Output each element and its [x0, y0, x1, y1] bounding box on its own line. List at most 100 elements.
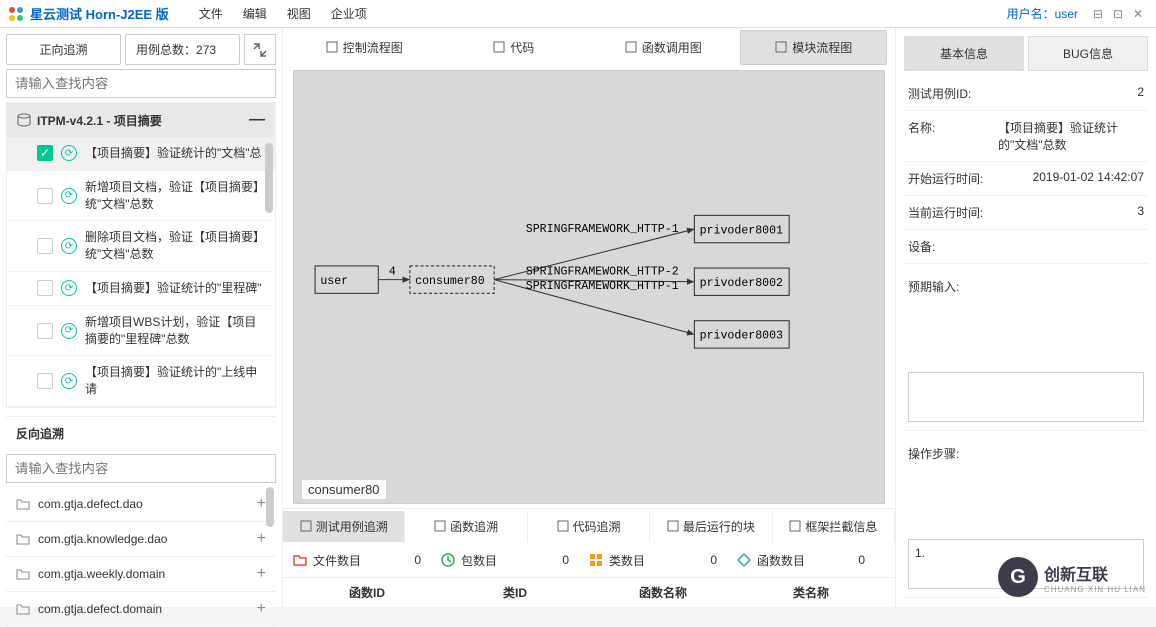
- expand-icon[interactable]: +: [257, 495, 266, 513]
- checkbox[interactable]: [37, 280, 53, 296]
- lower-tab[interactable]: 框架拦截信息: [773, 511, 895, 542]
- module-diagram[interactable]: userconsumer80privoder8001privoder8002pr…: [293, 70, 885, 504]
- menu-item[interactable]: 企业项: [331, 5, 367, 22]
- tab-icon: [667, 520, 679, 532]
- package-label: com.gtja.defect.domain: [38, 602, 162, 616]
- tree-item-label: 新增项目文档，验证【项目摘要】统"文档"总数: [85, 179, 265, 213]
- stat-icon: [293, 553, 307, 567]
- tree-item-label: 删除项目文档，验证【项目摘要】统"文档"总数: [85, 229, 265, 263]
- checkbox[interactable]: [37, 188, 53, 204]
- folder-icon: [16, 533, 30, 545]
- close-icon[interactable]: ✕: [1128, 7, 1148, 21]
- expand-icon[interactable]: +: [257, 530, 266, 548]
- main-menu: 文件 编辑 视图 企业项: [199, 5, 367, 22]
- folder-icon: [16, 498, 30, 510]
- package-item[interactable]: com.gtja.weekly.domain +: [6, 557, 276, 592]
- node-label: consumer80: [415, 275, 485, 288]
- tree-item[interactable]: ⟳ 删除项目文档，验证【项目摘要】统"文档"总数: [7, 221, 275, 272]
- diagram-label: consumer80: [302, 480, 386, 499]
- info-field: 设备:: [904, 230, 1148, 264]
- lower-tab[interactable]: 测试用例追溯: [283, 511, 405, 542]
- left-panel: 正向追溯 用例总数：273 ITPM-v4.2.1 - 项目摘要 — ✓⟳【项目…: [0, 28, 282, 607]
- info-field: 开始运行时间:2019-01-02 14:42:07: [904, 162, 1148, 196]
- center-panel: 控制流程图代码函数调用图模块流程图 userconsumer80privoder…: [282, 28, 896, 607]
- tree-item[interactable]: ✓⟳【项目摘要】验证统计的"文档"总: [7, 137, 275, 171]
- right-tab[interactable]: 基本信息: [904, 36, 1024, 71]
- lower-tab[interactable]: 代码追溯: [528, 511, 650, 542]
- status-icon: ⟳: [61, 238, 77, 254]
- edge-label: SPRINGFRAMEWORK_HTTP-1: [526, 223, 679, 236]
- tab-icon: [300, 520, 312, 532]
- package-label: com.gtja.weekly.domain: [38, 567, 165, 581]
- lower-tab[interactable]: 函数追溯: [405, 511, 527, 542]
- edge-label: SPRINGFRAMEWORK_HTTP-2: [526, 265, 679, 278]
- lower-panel: 测试用例追溯函数追溯代码追溯最后运行的块框架拦截信息 文件数目0包数目0类数目0…: [283, 508, 895, 607]
- checkbox[interactable]: ✓: [37, 145, 53, 161]
- tree-item[interactable]: ⟳【项目摘要】验证统计的"里程碑": [7, 272, 275, 306]
- tab-icon: [325, 40, 339, 54]
- menu-item[interactable]: 编辑: [243, 5, 267, 22]
- column-header[interactable]: 函数名称: [589, 584, 737, 601]
- tree-item[interactable]: ⟳【项目摘要】验证统计的"上线申请: [7, 356, 275, 407]
- field-value: 【项目摘要】验证统计的"文档"总数: [998, 119, 1144, 153]
- lower-tab[interactable]: 最后运行的块: [650, 511, 772, 542]
- collapse-icon[interactable]: —: [249, 111, 265, 129]
- package-label: com.gtja.knowledge.dao: [38, 532, 167, 546]
- tree-item[interactable]: ⟳新增项目WBS计划，验证【项目摘要的"里程碑"总数: [7, 306, 275, 357]
- column-header[interactable]: 类名称: [737, 584, 885, 601]
- checkbox[interactable]: [37, 323, 53, 339]
- app-logo-icon: [8, 6, 24, 22]
- checkbox[interactable]: [37, 373, 53, 389]
- scrollbar[interactable]: [265, 143, 273, 213]
- package-item[interactable]: com.gtja.defect.domain +: [6, 592, 276, 627]
- field-label: 开始运行时间:: [908, 170, 998, 187]
- field-value: 3: [998, 204, 1144, 221]
- stat-item: 函数数目0: [737, 552, 885, 569]
- reverse-search-input[interactable]: [6, 454, 276, 483]
- package-item[interactable]: com.gtja.knowledge.dao +: [6, 522, 276, 557]
- tree-item[interactable]: ⟳新增项目文档，验证【项目摘要】统"文档"总数: [7, 171, 275, 222]
- center-tabs: 控制流程图代码函数调用图模块流程图: [283, 28, 895, 66]
- node-label: privoder8002: [700, 277, 783, 290]
- right-tab[interactable]: BUG信息: [1028, 36, 1148, 71]
- node-label: privoder8003: [700, 330, 783, 343]
- folder-icon: [16, 568, 30, 580]
- menu-item[interactable]: 文件: [199, 5, 223, 22]
- edge-label: SPRINGFRAMEWORK_HTTP-1: [526, 280, 679, 293]
- tab-icon: [774, 40, 788, 54]
- stat-icon: [441, 553, 455, 567]
- column-header[interactable]: 类ID: [441, 584, 589, 601]
- package-item[interactable]: com.gtja.defect.dao +: [6, 487, 276, 522]
- status-icon: ⟳: [61, 323, 77, 339]
- minimize-icon[interactable]: ⊟: [1088, 7, 1108, 21]
- info-field: 当前运行时间:3: [904, 196, 1148, 230]
- center-tab[interactable]: 函数调用图: [590, 31, 736, 64]
- center-tab[interactable]: 模块流程图: [740, 30, 888, 65]
- forward-search-input[interactable]: [6, 69, 276, 98]
- menu-item[interactable]: 视图: [287, 5, 311, 22]
- center-tab[interactable]: 代码: [441, 31, 587, 64]
- stat-item: 文件数目0: [293, 552, 441, 569]
- expand-icon[interactable]: +: [257, 600, 266, 618]
- checkbox[interactable]: [37, 238, 53, 254]
- maximize-icon[interactable]: ⊡: [1108, 7, 1128, 21]
- folder-icon: [16, 603, 30, 615]
- forward-trace-button[interactable]: 正向追溯: [6, 34, 121, 65]
- tab-icon: [557, 520, 569, 532]
- scrollbar[interactable]: [266, 487, 274, 527]
- expected-input-area[interactable]: [908, 372, 1144, 422]
- node-label: privoder8001: [700, 224, 783, 237]
- field-label: 测试用例ID:: [908, 85, 998, 102]
- field-label: 当前运行时间:: [908, 204, 998, 221]
- info-field: 名称:【项目摘要】验证统计的"文档"总数: [904, 111, 1148, 162]
- project-panel-header[interactable]: ITPM-v4.2.1 - 项目摘要 —: [7, 103, 275, 137]
- center-tab[interactable]: 控制流程图: [291, 31, 437, 64]
- expand-icon[interactable]: [244, 34, 276, 65]
- package-label: com.gtja.defect.dao: [38, 497, 143, 511]
- field-value: 2019-01-02 14:42:07: [998, 170, 1144, 187]
- right-panel: 基本信息BUG信息 测试用例ID:2名称:【项目摘要】验证统计的"文档"总数开始…: [896, 28, 1156, 607]
- field-label: 设备:: [908, 238, 998, 255]
- column-header[interactable]: 函数ID: [293, 584, 441, 601]
- expand-icon[interactable]: +: [257, 565, 266, 583]
- info-field: 测试用例ID:2: [904, 77, 1148, 111]
